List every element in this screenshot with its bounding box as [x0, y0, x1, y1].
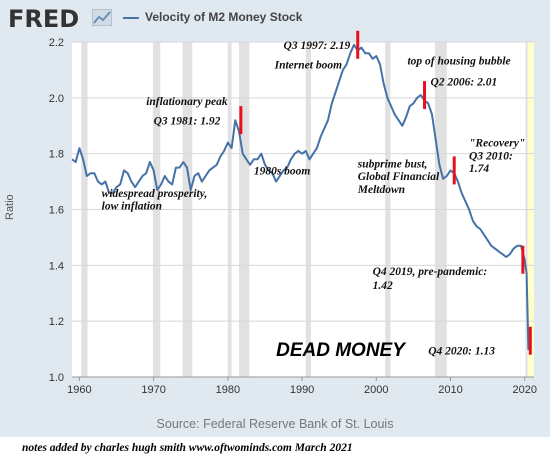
annotation-label: low inflation [102, 201, 162, 213]
annotation-label: top of housing bubble [407, 55, 510, 67]
series-line [71, 43, 532, 351]
y-tick-label: 1.6 [49, 205, 64, 217]
y-tick-label: 1.4 [49, 260, 64, 272]
annotation-label: "Recovery" [469, 138, 525, 150]
y-tick-label: 1.0 [49, 372, 64, 384]
x-tick-label: 1980 [216, 384, 240, 396]
annotation-label: Q3 1997: 2.19 [284, 40, 351, 52]
y-tick-label: 1.8 [49, 149, 64, 161]
annotation-label: 1980s boom [254, 166, 311, 178]
annotation-label: subprime bust, [357, 159, 428, 171]
y-tick-label: 2.0 [49, 93, 64, 105]
annotation-label: Meltdown [357, 184, 405, 196]
x-tick-label: 1990 [290, 384, 314, 396]
x-tick-label: 2000 [364, 384, 388, 396]
annotation-label: Internet boom [274, 60, 342, 72]
annotation-label: inflationary peak [146, 96, 228, 108]
x-tick-label: 2010 [438, 384, 462, 396]
x-tick-label: 1960 [67, 384, 91, 396]
y-tick-label: 2.2 [49, 37, 64, 49]
source-text[interactable]: Source: Federal Reserve Bank of St. Loui… [156, 417, 394, 431]
annotation-label: Q3 1981: 1.92 [154, 115, 221, 127]
x-tick-label: 1970 [141, 384, 165, 396]
fred-logo[interactable]: FRED [8, 5, 80, 33]
annotation-label: Q3 2010: [469, 150, 513, 162]
footer-note: notes added by charles hugh smith www.of… [22, 442, 353, 454]
annotation-label: Global Financial [358, 171, 440, 183]
annotation-label: Q4 2020: 1.13 [428, 346, 495, 358]
x-tick-label: 2020 [512, 384, 536, 396]
line-chart-icon [92, 9, 112, 26]
y-tick-label: 1.2 [49, 316, 64, 328]
footer-band [0, 437, 550, 469]
annotation-label: 1.42 [373, 280, 393, 292]
annotation-label: 1.74 [469, 163, 489, 175]
annotation-label: Q2 2006: 2.01 [430, 76, 497, 88]
headline-label: DEAD MONEY [276, 340, 407, 361]
legend-swatch [123, 17, 139, 19]
annotation-label: Q4 2019, pre-pandemic: [373, 266, 488, 278]
series-title: Velocity of M2 Money Stock [145, 10, 303, 24]
annotation-label: widespread prosperity, [102, 188, 208, 200]
